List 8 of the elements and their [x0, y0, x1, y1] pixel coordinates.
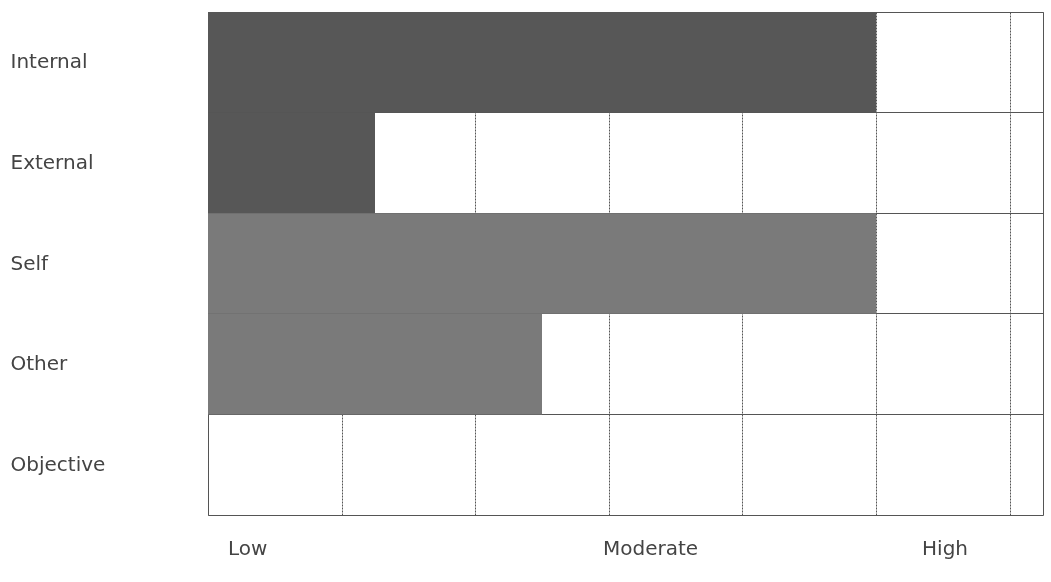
- text: High: [922, 536, 968, 560]
- y-tick-label: Other: [10, 351, 69, 376]
- y-tick-label: Internal: [10, 49, 88, 74]
- text: Moderate: [602, 536, 699, 560]
- text: Low: [228, 536, 268, 560]
- y-tick-label: External: [10, 149, 94, 174]
- y-tick-label: Objective: [10, 451, 106, 476]
- y-tick-label: Self: [10, 250, 50, 275]
